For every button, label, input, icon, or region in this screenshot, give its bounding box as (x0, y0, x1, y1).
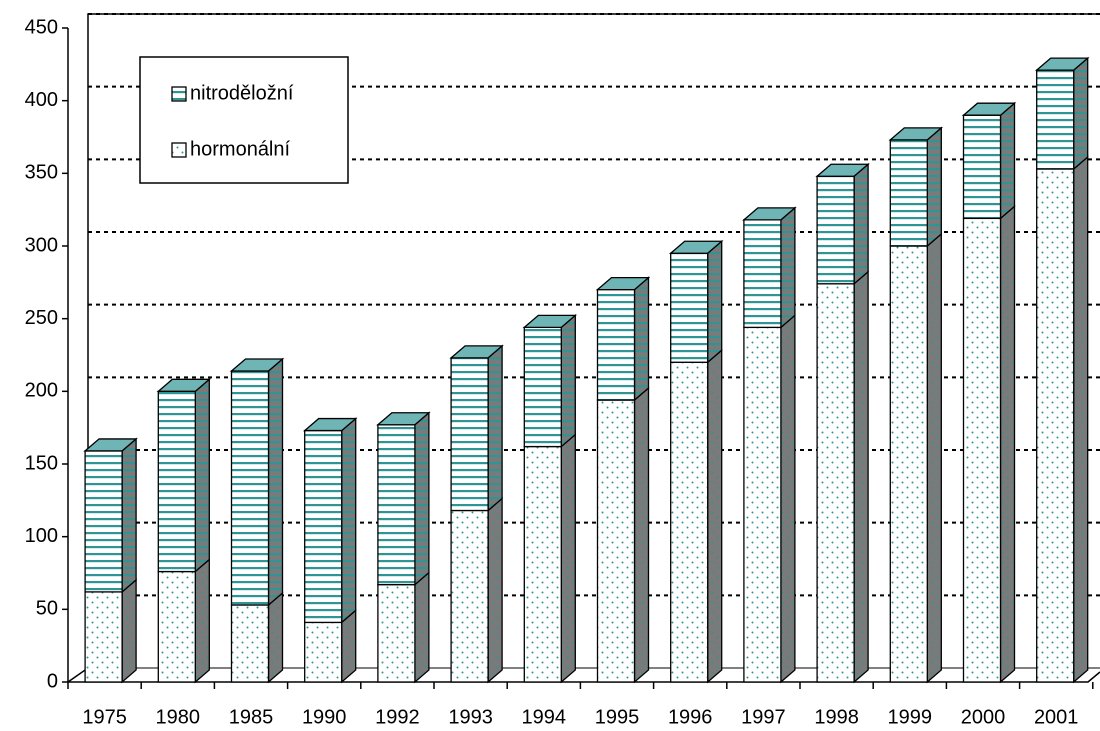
bar-top (815, 163, 870, 177)
bar-side (633, 386, 650, 684)
y-tick-label: 0 (47, 670, 58, 692)
bar-side (926, 126, 942, 248)
bar-side (414, 571, 430, 684)
bar-side (560, 433, 576, 684)
x-tick-label: 2001 (1034, 706, 1079, 728)
y-tick-label: 400 (25, 89, 58, 111)
y-tick-label: 100 (25, 525, 58, 547)
bar-top (742, 207, 797, 221)
bar-top (668, 240, 724, 254)
bar-top (229, 358, 285, 372)
bar (230, 370, 270, 606)
bar-side (926, 232, 942, 684)
bar (962, 114, 1002, 220)
bar-side (487, 344, 503, 512)
bar (670, 252, 709, 363)
x-tick-label: 1975 (82, 706, 127, 728)
bar (523, 326, 562, 448)
bar-side (999, 101, 1016, 220)
bar (743, 219, 782, 329)
bar-side (121, 578, 137, 684)
bar-side (780, 206, 796, 329)
x-tick-label: 1980 (156, 706, 201, 728)
bar (816, 283, 855, 683)
bar-side (341, 417, 357, 624)
bar (304, 429, 343, 624)
bar-top (961, 102, 1017, 116)
bar-top (522, 314, 578, 329)
y-tick-label: 250 (25, 307, 58, 329)
bar (230, 604, 270, 683)
bar-side (121, 437, 137, 594)
x-tick-label: 1985 (229, 706, 274, 728)
bar (523, 445, 562, 683)
bar-top (83, 438, 138, 452)
x-tick-label: 1994 (522, 706, 567, 728)
bar (962, 217, 1002, 683)
bar (670, 361, 709, 683)
legend-swatch (171, 142, 187, 158)
bar (450, 509, 489, 683)
legend-label: nitroděložní (190, 82, 294, 104)
y-tick-label: 200 (25, 380, 58, 402)
x-tick-label: 1992 (375, 706, 420, 728)
y-tick-label: 300 (25, 234, 58, 256)
bar-side (633, 276, 650, 402)
bar-top (449, 345, 504, 359)
x-tick-label: 2000 (961, 706, 1006, 728)
legend-label: hormonální (190, 138, 291, 160)
y-tick-label: 150 (25, 452, 58, 474)
x-tick-label: 1999 (888, 706, 933, 728)
bar (377, 583, 416, 683)
bar-top (376, 412, 431, 426)
bar (1036, 69, 1075, 170)
bar-side (707, 239, 723, 364)
bar (596, 399, 636, 683)
bar (889, 245, 928, 683)
bar-side (267, 591, 284, 684)
bar-side (560, 313, 576, 448)
legend: nitroděložní hormonální (139, 56, 349, 184)
bar (304, 621, 343, 683)
bar (889, 139, 928, 247)
x-tick-label: 1995 (595, 706, 640, 728)
bar (1036, 168, 1075, 683)
bar-side (707, 348, 723, 684)
bar-side (999, 204, 1016, 684)
bar (743, 326, 782, 683)
bar (84, 591, 123, 683)
bar-side (414, 411, 430, 587)
bar-top (1034, 57, 1090, 71)
bar-top (302, 417, 358, 432)
bar-side (853, 162, 869, 286)
x-tick-label: 1993 (448, 706, 493, 728)
bar (450, 357, 489, 512)
bar (816, 175, 855, 285)
legend-swatch (171, 86, 187, 102)
y-tick-label: 450 (25, 16, 58, 38)
bar (157, 570, 196, 683)
bar-side (1073, 155, 1089, 684)
x-tick-label: 1998 (814, 706, 859, 728)
bar-side (194, 558, 210, 684)
x-tick-label: 1990 (302, 706, 347, 728)
bar-top (595, 276, 651, 291)
y-tick-label: 50 (36, 598, 58, 620)
x-tick-label: 1997 (741, 706, 786, 728)
bar-side (780, 313, 796, 684)
bar-side (194, 377, 210, 573)
bar-top (156, 378, 212, 392)
bar (84, 450, 123, 593)
bar-side (1073, 56, 1089, 171)
bar-side (267, 357, 284, 607)
bar (596, 288, 636, 401)
x-tick-label: 1996 (668, 706, 713, 728)
bar-top (888, 127, 944, 141)
bar (377, 424, 416, 586)
y-tick-label: 350 (25, 162, 58, 184)
bar-side (853, 270, 869, 684)
bar (157, 390, 196, 573)
bar-side (487, 497, 503, 684)
